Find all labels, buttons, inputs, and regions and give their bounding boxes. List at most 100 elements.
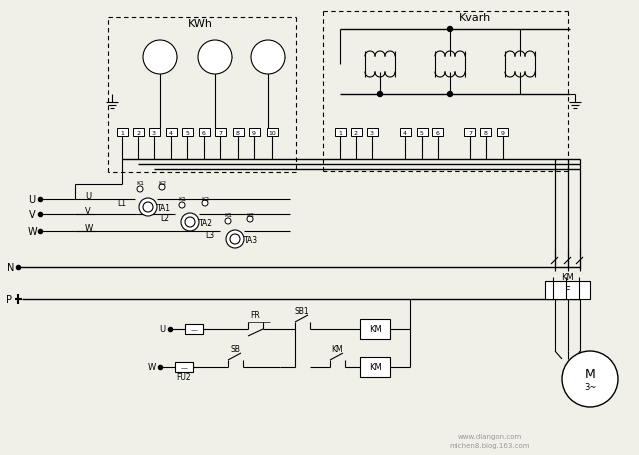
Text: KM: KM	[369, 325, 381, 334]
Text: 9: 9	[501, 130, 505, 135]
Text: 7: 7	[468, 130, 472, 135]
Text: N: N	[7, 263, 15, 273]
Text: V: V	[29, 210, 35, 219]
Text: U: U	[85, 191, 91, 200]
Text: K1: K1	[136, 180, 144, 185]
Circle shape	[247, 217, 253, 222]
Circle shape	[181, 213, 199, 232]
Text: 5: 5	[420, 130, 424, 135]
Text: KM: KM	[562, 273, 574, 282]
Bar	[166, 129, 176, 136]
Text: —: —	[180, 364, 187, 370]
Text: L1: L1	[118, 198, 127, 207]
Text: 3: 3	[152, 130, 156, 135]
Text: 6: 6	[202, 130, 206, 135]
Text: —: —	[190, 326, 197, 332]
Circle shape	[143, 202, 153, 212]
Bar	[148, 129, 160, 136]
Text: 2: 2	[354, 130, 358, 135]
Text: 9: 9	[252, 130, 256, 135]
Circle shape	[185, 217, 195, 228]
Bar	[181, 129, 192, 136]
Bar	[360, 357, 390, 377]
Circle shape	[225, 218, 231, 224]
Bar	[199, 129, 210, 136]
Bar	[266, 129, 277, 136]
Circle shape	[230, 234, 240, 244]
Text: K2: K2	[158, 180, 166, 185]
Bar	[351, 129, 362, 136]
Circle shape	[198, 41, 232, 75]
Text: 10: 10	[268, 130, 276, 135]
Text: KWh: KWh	[187, 19, 213, 29]
Text: 3~: 3~	[584, 383, 596, 392]
Text: KM: KM	[369, 363, 381, 372]
Text: 8: 8	[236, 130, 240, 135]
Bar	[433, 129, 443, 136]
Text: W: W	[85, 223, 93, 232]
Text: TA2: TA2	[199, 218, 213, 227]
Text: U: U	[159, 325, 165, 334]
Text: FR: FR	[250, 311, 260, 320]
Bar	[360, 319, 390, 339]
Text: W: W	[27, 227, 37, 237]
Text: 1: 1	[120, 130, 124, 135]
Text: 2: 2	[136, 130, 140, 135]
Text: P: P	[6, 294, 12, 304]
Circle shape	[378, 92, 383, 97]
Bar	[417, 129, 427, 136]
Bar	[399, 129, 410, 136]
Text: K1: K1	[178, 196, 186, 201]
Text: U: U	[29, 195, 36, 205]
Text: K2: K2	[246, 212, 254, 217]
Bar	[185, 324, 203, 334]
Text: L3: L3	[205, 230, 215, 239]
Circle shape	[137, 187, 143, 192]
Circle shape	[179, 202, 185, 208]
Bar	[465, 129, 475, 136]
Bar	[367, 129, 378, 136]
Text: michen8.blog.163.com: michen8.blog.163.com	[450, 442, 530, 448]
Text: KM: KM	[331, 345, 343, 354]
Bar	[175, 362, 193, 372]
Text: 4: 4	[169, 130, 173, 135]
Circle shape	[143, 41, 177, 75]
Bar	[498, 129, 509, 136]
Text: K1: K1	[224, 212, 232, 217]
Bar	[233, 129, 243, 136]
Text: M: M	[585, 368, 596, 381]
Text: Kvarh: Kvarh	[459, 13, 491, 23]
Text: 8: 8	[484, 130, 488, 135]
Bar	[249, 129, 259, 136]
Text: FU2: FU2	[177, 372, 191, 381]
Circle shape	[562, 351, 618, 407]
Bar	[545, 281, 590, 299]
Bar	[481, 129, 491, 136]
Text: 5: 5	[185, 130, 189, 135]
Text: F: F	[565, 285, 571, 295]
Bar	[215, 129, 226, 136]
Text: V: V	[85, 206, 91, 215]
Text: L2: L2	[160, 213, 169, 222]
Circle shape	[251, 41, 285, 75]
Circle shape	[447, 92, 452, 97]
Text: 7: 7	[218, 130, 222, 135]
Text: SB: SB	[230, 345, 240, 354]
Text: 3: 3	[370, 130, 374, 135]
Circle shape	[139, 198, 157, 217]
Text: 4: 4	[403, 130, 407, 135]
Circle shape	[226, 231, 244, 248]
Text: TA1: TA1	[157, 203, 171, 212]
Circle shape	[159, 185, 165, 191]
Text: TA3: TA3	[244, 235, 258, 244]
Bar	[116, 129, 128, 136]
Text: K2: K2	[201, 196, 209, 201]
Bar	[132, 129, 144, 136]
Text: SB1: SB1	[295, 307, 309, 316]
Text: 1: 1	[338, 130, 342, 135]
Circle shape	[447, 27, 452, 32]
Circle shape	[202, 201, 208, 207]
Text: www.diangon.com: www.diangon.com	[458, 433, 522, 439]
Text: W: W	[148, 363, 156, 372]
Text: 6: 6	[436, 130, 440, 135]
